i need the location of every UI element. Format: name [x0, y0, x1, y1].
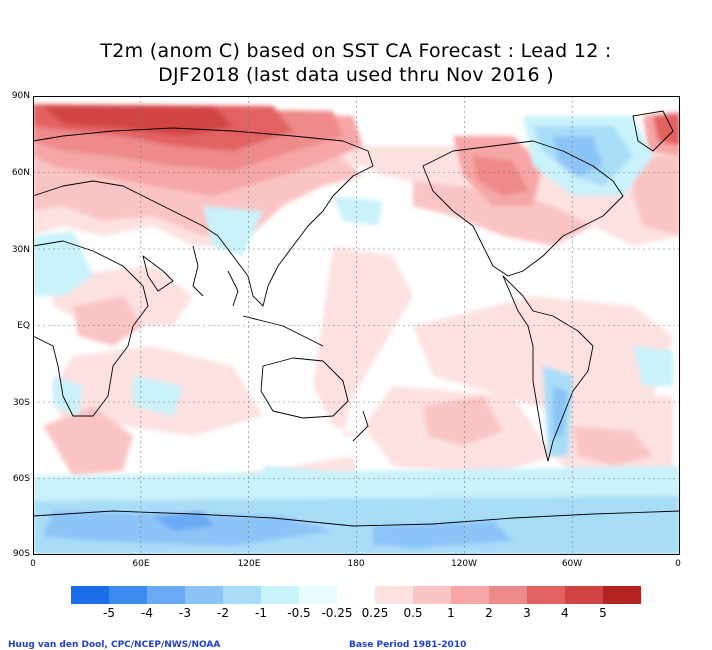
anomaly-map [33, 96, 680, 555]
map-frame [33, 96, 680, 555]
legend-label: -0.5 [287, 606, 311, 620]
lon-tick: 60W [561, 559, 583, 569]
legend-label: 3 [523, 606, 531, 620]
coastlines [33, 110, 680, 527]
legend-swatch [109, 586, 148, 604]
lat-tick: 60S [12, 474, 30, 484]
lon-tick: 0 [675, 559, 681, 569]
lat-tick: 30N [11, 245, 30, 255]
legend-label: 2 [485, 606, 493, 620]
legend-swatch [489, 586, 528, 604]
legend-label: -0.25 [321, 606, 353, 620]
lat-tick: 90N [11, 91, 30, 101]
legend-swatch [185, 586, 224, 604]
legend-label: -5 [103, 606, 115, 620]
lon-tick: 180 [347, 559, 365, 569]
map-title-line2: DJF2018 (last data used thru Nov 2016 ) [158, 64, 554, 86]
legend-label: 0.5 [403, 606, 423, 620]
legend-label: -3 [179, 606, 191, 620]
legend-label: 1 [447, 606, 455, 620]
graticule [33, 96, 680, 555]
legend-label: 5 [599, 606, 607, 620]
legend-swatch [565, 586, 604, 604]
legend-swatch [299, 586, 338, 604]
legend-label: -1 [255, 606, 267, 620]
legend-swatch [413, 586, 452, 604]
credit-author: Huug van den Dool, CPC/NCEP/NWS/NOAA [8, 640, 221, 650]
legend-swatch [451, 586, 490, 604]
legend-swatch [337, 586, 376, 604]
color-legend [71, 586, 641, 604]
legend-label: -4 [141, 606, 153, 620]
lat-tick: EQ [17, 321, 30, 331]
legend-swatch [527, 586, 566, 604]
lon-tick: 60E [132, 559, 150, 569]
legend-label: 4 [561, 606, 569, 620]
lat-tick: 30S [12, 398, 30, 408]
lat-tick: 90S [12, 549, 30, 559]
legend-label: 0.25 [361, 606, 389, 620]
legend-swatch [223, 586, 262, 604]
legend-swatch [261, 586, 300, 604]
lon-tick: 120W [450, 559, 478, 569]
lon-tick: 120E [237, 559, 261, 569]
credit-base-period: Base Period 1981-2010 [349, 640, 467, 650]
legend-swatch [375, 586, 414, 604]
lon-tick: 0 [30, 559, 36, 569]
legend-label: -2 [217, 606, 229, 620]
legend-swatch [147, 586, 186, 604]
legend-swatch [71, 586, 110, 604]
map-title-line1: T2m (anom C) based on SST CA Forecast : … [100, 40, 612, 62]
lat-tick: 60N [11, 168, 30, 178]
legend-swatch [603, 586, 641, 604]
